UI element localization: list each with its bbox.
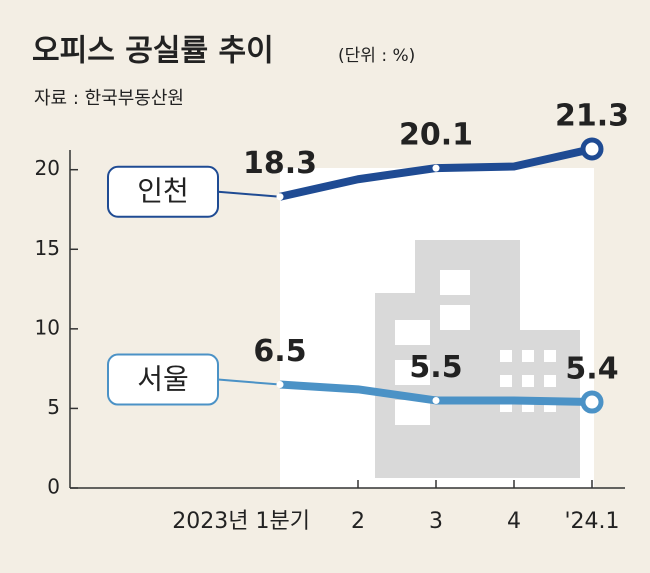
x-tick-label: 2023년 1분기 bbox=[172, 509, 310, 534]
point bbox=[580, 137, 604, 161]
x-tick-label: 3 bbox=[429, 509, 443, 534]
data-label: 20.1 bbox=[399, 118, 473, 153]
point bbox=[432, 164, 440, 172]
point bbox=[276, 193, 284, 201]
legend-label: 인천 bbox=[137, 175, 189, 208]
building-windows bbox=[395, 270, 556, 425]
legend-connector bbox=[217, 190, 281, 198]
y-tick-label: 15 bbox=[35, 236, 60, 260]
legend-connector bbox=[217, 378, 281, 386]
data-label: 18.3 bbox=[243, 146, 317, 181]
x-tick-label: 2 bbox=[351, 509, 365, 534]
x-tick-label: '24.1 bbox=[564, 509, 619, 534]
legend-label: 서울 bbox=[137, 363, 189, 396]
chart-subtitle: (단위 : %) bbox=[338, 46, 415, 66]
y-tick-label: 5 bbox=[47, 395, 60, 419]
y-tick-label: 0 bbox=[47, 475, 60, 499]
chart-title: 오피스 공실률 추이 bbox=[32, 34, 274, 69]
y-tick-label: 20 bbox=[35, 156, 60, 180]
source: 자료 : 한국부동산원 bbox=[34, 88, 184, 109]
data-label: 5.5 bbox=[409, 350, 462, 385]
point bbox=[276, 381, 284, 389]
legend-box bbox=[107, 165, 219, 218]
decoration bbox=[280, 168, 594, 488]
data-label: 5.4 bbox=[565, 352, 618, 387]
point bbox=[432, 396, 440, 404]
y-tick-label: 10 bbox=[35, 315, 60, 339]
x-tick-label: 4 bbox=[507, 509, 521, 534]
point bbox=[580, 390, 604, 414]
legend-box bbox=[107, 353, 219, 406]
data-label: 21.3 bbox=[555, 99, 629, 134]
data-label: 6.5 bbox=[253, 334, 306, 369]
